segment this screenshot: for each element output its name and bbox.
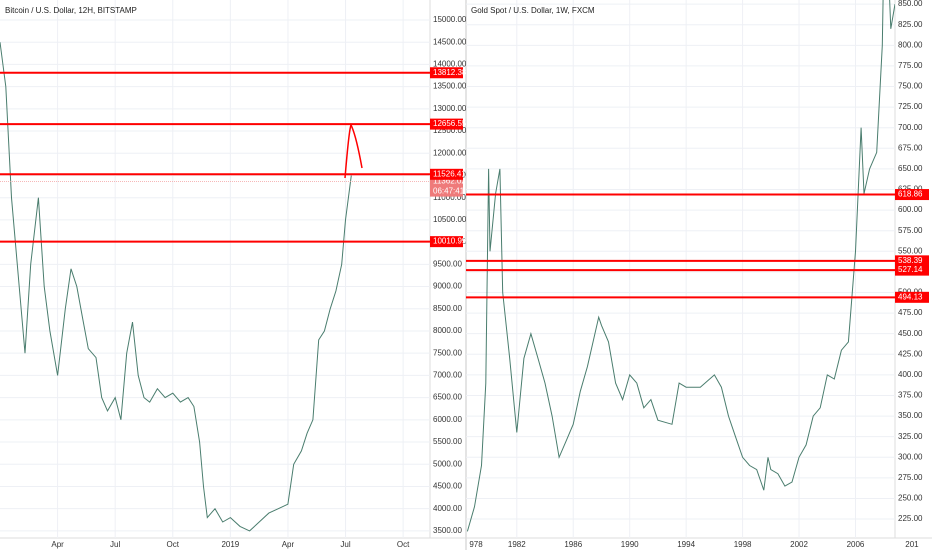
x-tick-label: 2019 — [221, 540, 239, 549]
y-tick-label: 250.00 — [898, 494, 923, 503]
level-box — [430, 168, 463, 180]
y-tick-label: 825.00 — [898, 20, 923, 29]
y-tick-label: 350.00 — [898, 411, 923, 420]
drawn-arrow — [344, 123, 363, 179]
y-tick-label: 13500.00 — [433, 82, 467, 91]
y-tick-label: 275.00 — [898, 473, 923, 482]
level-label: 11526.41 — [433, 169, 466, 178]
y-tick-label: 400.00 — [898, 370, 923, 379]
y-tick-label: 15000.00 — [433, 15, 467, 24]
level-label: 538.39 — [898, 256, 923, 265]
y-tick-label: 6000.00 — [433, 415, 462, 424]
level-box — [895, 264, 929, 276]
y-tick-label: 4000.00 — [433, 504, 462, 513]
chart-title: Bitcoin / U.S. Dollar, 12H, BITSTAMP — [5, 6, 137, 15]
y-tick-label: 225.00 — [898, 514, 923, 523]
x-tick-label: 2006 — [847, 540, 865, 549]
countdown: 06:47:41 — [433, 187, 465, 196]
y-tick-label: 3500.00 — [433, 526, 462, 535]
x-tick-label: 1998 — [734, 540, 752, 549]
y-tick-label: 9000.00 — [433, 282, 462, 291]
level-label: 618.86 — [898, 190, 923, 199]
y-tick-label: 12500.00 — [433, 126, 467, 135]
x-tick-label: Oct — [167, 540, 180, 549]
y-tick-label: 375.00 — [898, 391, 923, 400]
x-tick-label: Apr — [51, 540, 64, 549]
x-tick-label: 1986 — [564, 540, 582, 549]
level-label: 13812.38 — [433, 68, 467, 77]
y-tick-label: 800.00 — [898, 40, 923, 49]
level-box — [430, 236, 463, 248]
y-tick-label: 475.00 — [898, 308, 923, 317]
y-tick-label: 9500.00 — [433, 259, 462, 268]
y-tick-label: 775.00 — [898, 61, 923, 70]
y-tick-label: 325.00 — [898, 432, 923, 441]
x-tick-label: 1994 — [677, 540, 695, 549]
y-tick-label: 675.00 — [898, 143, 923, 152]
price-line — [0, 42, 352, 532]
y-tick-label: 7000.00 — [433, 371, 462, 380]
x-tick-label: 1990 — [621, 540, 639, 549]
y-tick-label: 5500.00 — [433, 437, 462, 446]
y-tick-label: 450.00 — [898, 329, 923, 338]
x-tick-label: 2002 — [790, 540, 808, 549]
y-tick-label: 12000.00 — [433, 148, 467, 157]
y-tick-label: 700.00 — [898, 123, 923, 132]
y-tick-label: 425.00 — [898, 349, 923, 358]
y-tick-label: 5000.00 — [433, 459, 462, 468]
plot — [0, 0, 430, 538]
level-box — [430, 118, 463, 130]
y-tick-label: 10500.00 — [433, 215, 467, 224]
level-box — [430, 67, 463, 79]
y-tick-label: 14000.00 — [433, 60, 467, 69]
x-tick-label: Apr — [282, 540, 295, 549]
level-label: 527.14 — [898, 265, 923, 274]
y-tick-label: 725.00 — [898, 102, 923, 111]
level-label: 494.13 — [898, 292, 923, 301]
plot — [466, 0, 895, 538]
x-tick-label: Oct — [397, 540, 410, 549]
x-tick-label: 1982 — [508, 540, 526, 549]
level-box — [895, 255, 929, 267]
y-tick-label: 7500.00 — [433, 348, 462, 357]
x-tick-label: 978 — [469, 540, 483, 549]
y-tick-label: 4500.00 — [433, 482, 462, 491]
x-tick-label: 201 — [905, 540, 919, 549]
chart-title: Gold Spot / U.S. Dollar, 1W, FXCM — [471, 6, 595, 15]
y-tick-label: 13000.00 — [433, 104, 467, 113]
y-tick-label: 600.00 — [898, 205, 923, 214]
x-tick-label: Jul — [340, 540, 350, 549]
y-tick-label: 14500.00 — [433, 37, 467, 46]
y-tick-label: 850.00 — [898, 0, 923, 8]
x-tick-label: Jul — [110, 540, 120, 549]
level-label: 12656.55 — [433, 119, 467, 128]
level-label: 10010.99 — [433, 237, 467, 246]
level-box — [895, 189, 929, 201]
y-tick-label: 750.00 — [898, 82, 923, 91]
last-price-label: 11362.02 — [433, 177, 466, 186]
y-tick-label: 300.00 — [898, 452, 923, 461]
last-price-box — [430, 176, 463, 197]
y-tick-label: 8500.00 — [433, 304, 462, 313]
price-line — [466, 0, 895, 532]
y-tick-label: 11000.00 — [433, 193, 466, 202]
y-tick-label: 8000.00 — [433, 326, 462, 335]
y-tick-label: 575.00 — [898, 226, 923, 235]
level-box — [895, 291, 929, 303]
y-tick-label: 6500.00 — [433, 393, 462, 402]
y-tick-label: 650.00 — [898, 164, 923, 173]
y-tick-label: 550.00 — [898, 246, 923, 255]
